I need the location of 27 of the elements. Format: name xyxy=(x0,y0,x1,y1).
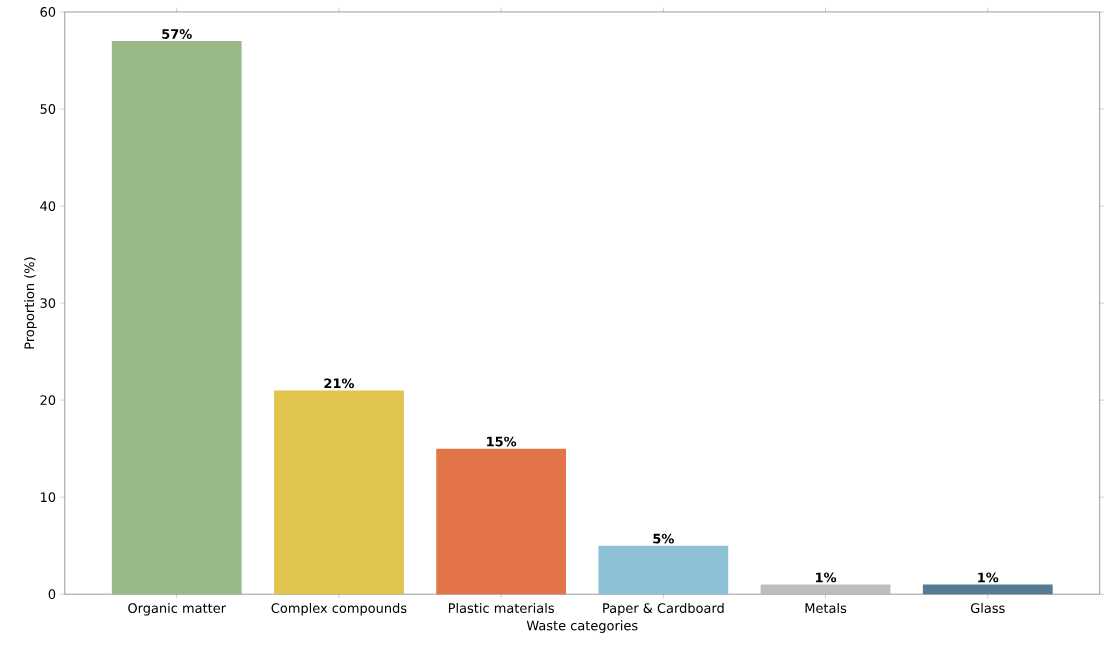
y-tick-label: 20 xyxy=(40,395,56,405)
x-tick-label: Paper & Cardboard xyxy=(603,602,724,616)
y-tick-label: 0 xyxy=(48,589,56,600)
bar xyxy=(274,390,404,595)
data-label: 21% xyxy=(324,378,355,389)
x-axis-title: Waste categories xyxy=(526,620,638,633)
y-tick-label: 60 xyxy=(40,7,56,17)
y-tick-label: 50 xyxy=(40,104,56,114)
bar xyxy=(111,41,242,595)
y-tick-label: 10 xyxy=(40,492,56,503)
bar xyxy=(922,584,1053,595)
y-tick-label: 40 xyxy=(40,201,56,211)
y-tick-label: 30 xyxy=(40,298,56,308)
data-label: 1% xyxy=(816,572,837,583)
data-label: 5% xyxy=(653,533,674,544)
x-tick-label: Plastic materials xyxy=(448,602,554,613)
bar xyxy=(598,545,729,595)
data-label: 1% xyxy=(978,572,999,583)
y-axis-title: Proportion (%) xyxy=(24,257,37,349)
x-tick-label: Glass xyxy=(970,602,1005,613)
data-label: 15% xyxy=(487,436,517,447)
bar xyxy=(760,584,891,595)
x-tick-label: Complex compounds xyxy=(271,602,407,616)
x-tick-label: Metals xyxy=(805,602,847,613)
x-tick-label: Organic matter xyxy=(128,602,227,616)
data-label: 57% xyxy=(162,29,192,39)
bar xyxy=(436,448,567,595)
